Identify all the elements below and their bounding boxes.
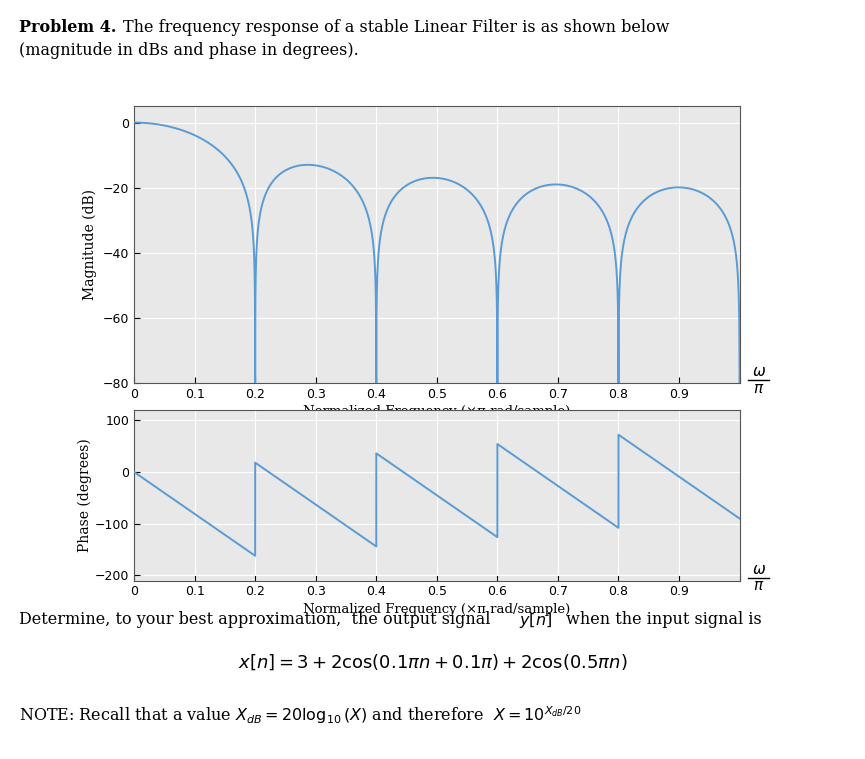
- Text: The frequency response of a stable Linear Filter is as shown below: The frequency response of a stable Linea…: [123, 19, 670, 36]
- X-axis label: Normalized Frequency (×π rad/sample): Normalized Frequency (×π rad/sample): [304, 405, 570, 418]
- Y-axis label: Phase (degrees): Phase (degrees): [78, 439, 92, 552]
- Text: $\omega$: $\omega$: [752, 364, 766, 380]
- Y-axis label: Magnitude (dB): Magnitude (dB): [83, 189, 97, 301]
- Text: NOTE: Recall that a value $X_{dB} = 20\log_{10}(X)$ and therefore  $X = 10^{X_{d: NOTE: Recall that a value $X_{dB} = 20\l…: [19, 704, 581, 726]
- Text: Problem 4.: Problem 4.: [19, 19, 117, 36]
- Text: $\pi$: $\pi$: [753, 381, 765, 396]
- Text: $\omega$: $\omega$: [752, 562, 766, 577]
- Text: (magnitude in dBs and phase in degrees).: (magnitude in dBs and phase in degrees).: [19, 42, 359, 58]
- X-axis label: Normalized Frequency (×π rad/sample): Normalized Frequency (×π rad/sample): [304, 603, 570, 616]
- Text: when the input signal is: when the input signal is: [561, 611, 761, 628]
- Text: $x[n] = 3 + 2\cos(0.1\pi n + 0.1\pi) + 2\cos(0.5\pi n)$: $x[n] = 3 + 2\cos(0.1\pi n + 0.1\pi) + 2…: [238, 653, 627, 672]
- Text: Determine, to your best approximation,  the output signal: Determine, to your best approximation, t…: [19, 611, 496, 628]
- Text: $y[n]$: $y[n]$: [519, 611, 552, 630]
- Text: $\pi$: $\pi$: [753, 578, 765, 594]
